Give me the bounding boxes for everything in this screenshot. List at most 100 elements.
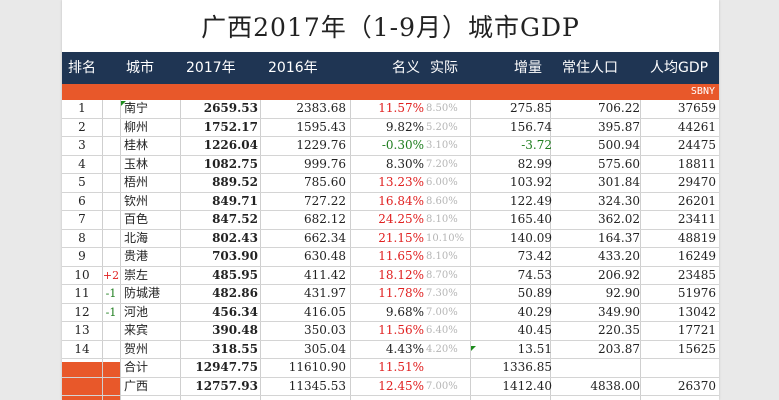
gdp-2017-cell: 1082.75 — [203, 156, 258, 171]
increase-cell: 40.29 — [517, 304, 552, 319]
gdp-2017-cell: 318.55 — [212, 341, 258, 356]
column-divider — [640, 100, 641, 400]
real-growth-cell: 8.50% — [426, 103, 458, 114]
city-cell: 南宁 — [124, 101, 149, 115]
nominal-growth-cell: 24.25% — [378, 212, 424, 226]
population-cell: 92.90 — [605, 286, 640, 300]
gdp-2017-cell: 456.34 — [212, 304, 258, 319]
real-growth-cell: 8.10% — [426, 251, 458, 262]
per-capita-cell: 29470 — [677, 175, 716, 189]
rank-cell: 4 — [78, 156, 86, 171]
real-growth-cell: 5.20% — [426, 121, 458, 133]
population-cell: 164.37 — [598, 230, 640, 245]
per-capita-cell: 23485 — [677, 267, 716, 282]
accent-band: SBNY — [62, 84, 719, 100]
real-growth-cell: 10.10% — [426, 232, 465, 244]
gdp-2017-cell: 12757.93 — [195, 378, 258, 393]
increase-cell: 140.09 — [510, 230, 552, 245]
table-row: 10 +2 崇左 485.95 411.42 18.12% 8.70% 74.53 206.92… — [62, 267, 719, 285]
nominal-growth-cell: 11.51% — [378, 360, 424, 374]
population-cell: 4838.00 — [590, 378, 640, 393]
table-row: 广西 12757.93 11345.53 12.45% 7.00% 1412.40 4838… — [62, 378, 719, 396]
header-population: 常住人口 — [562, 60, 618, 76]
gdp-2016-cell: 411.42 — [304, 267, 346, 282]
city-cell: 河池 — [124, 304, 149, 319]
gdp-2016-cell: 662.34 — [304, 230, 346, 245]
increase-cell: 156.74 — [510, 119, 552, 134]
column-divider — [120, 100, 121, 400]
increase-cell: 165.40 — [510, 212, 552, 226]
gdp-2016-cell: 11345.53 — [288, 378, 346, 393]
rank-change-cell: -1 — [105, 305, 117, 319]
cell-comment-marker — [121, 101, 126, 106]
gdp-2017-cell: 849.71 — [212, 193, 258, 208]
rank-cell — [62, 359, 102, 376]
gdp-2016-cell: 305.04 — [304, 341, 346, 356]
cell-comment-marker — [471, 346, 476, 351]
gdp-2017-cell: 802.43 — [212, 230, 258, 245]
table-row: 8 北海 802.43 662.34 21.15% 10.10% 140.09 164.37 4… — [62, 230, 719, 248]
rank-change-cell: -1 — [105, 287, 117, 300]
gdp-2016-cell: 727.22 — [304, 193, 346, 208]
city-cell: 防城港 — [124, 286, 161, 300]
population-cell: 220.35 — [598, 323, 640, 337]
source-label: SBNY — [690, 86, 715, 97]
population-cell: 206.92 — [598, 267, 640, 282]
table-row: 3 桂林 1226.04 1229.76 -0.30% 3.10% -3.72 500.94 2… — [62, 137, 719, 156]
real-growth-cell: 7.20% — [426, 158, 458, 170]
table-row: 5 梧州 889.52 785.60 13.23% 6.00% 103.92 301.84 29… — [62, 174, 719, 193]
rank-change-cell — [102, 193, 120, 210]
header-2017: 2017年 — [186, 60, 236, 76]
real-growth-cell: 6.00% — [426, 177, 458, 188]
city-cell: 来宾 — [124, 323, 149, 337]
rank-cell: 5 — [78, 175, 86, 189]
gdp-2016-cell: 1229.76 — [296, 138, 346, 152]
gdp-2017-cell: 390.48 — [212, 323, 258, 337]
gdp-2017-cell: 1226.04 — [203, 138, 258, 152]
rank-change-cell — [102, 248, 120, 265]
increase-cell: -3.72 — [521, 138, 552, 152]
rank-change-cell — [102, 137, 120, 154]
rank-cell: 6 — [78, 193, 86, 208]
per-capita-cell: 13042 — [677, 304, 716, 319]
rank-change-cell — [102, 322, 120, 339]
increase-cell: 82.99 — [517, 156, 552, 171]
rank-change-cell — [102, 359, 120, 376]
column-divider — [470, 100, 471, 400]
header-nominal: 名义 — [392, 60, 420, 76]
table-row: 1 南宁 2659.53 2383.68 11.57% 8.50% 275.85 706.22… — [62, 100, 719, 119]
header-row: 排名 城市 2017年 2016年 名义 实际 增量 常住人口 人均GDP — [62, 52, 719, 84]
gdp-2016-cell: 11610.90 — [288, 360, 346, 374]
per-capita-cell: 18811 — [677, 156, 716, 171]
table-row: 9 贵港 703.90 630.48 11.65% 8.10% 73.42 433.20 162… — [62, 248, 719, 267]
population-cell — [552, 359, 640, 376]
header-increase: 增量 — [514, 60, 542, 76]
city-cell: 合计 — [124, 360, 149, 374]
per-capita-cell — [642, 359, 716, 376]
increase-cell: 122.49 — [510, 193, 552, 208]
population-cell: 362.02 — [598, 212, 640, 226]
column-divider — [350, 100, 351, 400]
increase-cell: 1336.85 — [502, 360, 552, 374]
population-cell: 349.90 — [598, 304, 640, 319]
table-row: 2 柳州 1752.17 1595.43 9.82% 5.20% 156.74 395.87 4… — [62, 119, 719, 137]
rank-cell: 10 — [74, 267, 90, 282]
nominal-growth-cell: 9.82% — [385, 119, 424, 134]
city-cell: 梧州 — [124, 175, 149, 189]
nominal-growth-cell: 11.78% — [378, 286, 424, 300]
city-cell: 玉林 — [124, 156, 149, 171]
rank-cell: 11 — [74, 286, 90, 300]
header-real: 实际 — [430, 60, 458, 76]
gdp-2017-cell: 12947.75 — [195, 360, 258, 374]
nominal-growth-cell: 4.43% — [385, 341, 424, 356]
table-title: 广西2017年（1-9月）城市GDP — [201, 13, 580, 42]
rank-change-cell — [102, 156, 120, 173]
gdp-2016-cell: 350.03 — [304, 323, 346, 337]
population-cell: 433.20 — [598, 249, 640, 263]
rank-change-cell — [102, 174, 120, 191]
increase-cell: 103.92 — [510, 175, 552, 189]
header-per-capita: 人均GDP — [650, 60, 709, 76]
gdp-2017-cell: 2659.53 — [203, 101, 258, 115]
nominal-growth-cell: 9.68% — [385, 304, 424, 319]
per-capita-cell: 44261 — [677, 119, 716, 134]
